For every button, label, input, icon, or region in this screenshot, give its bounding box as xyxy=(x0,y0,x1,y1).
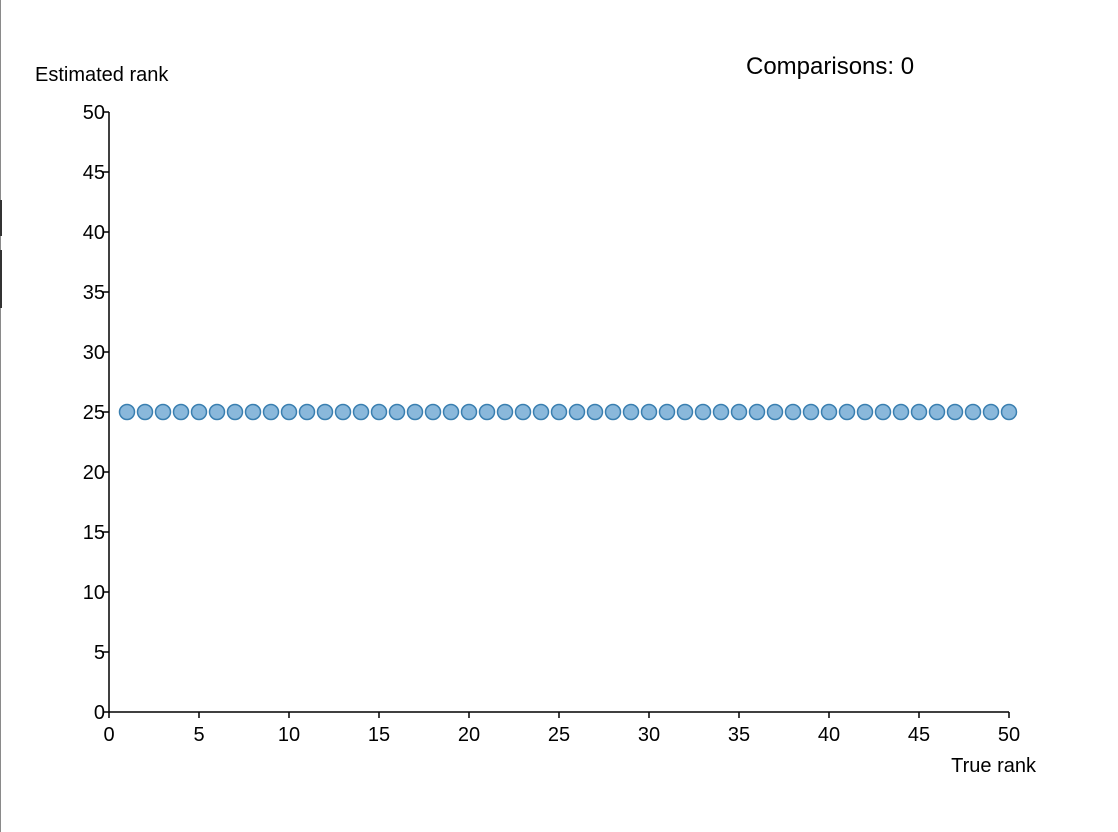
y-tick-label: 25 xyxy=(83,402,105,424)
x-axis: 0 5 10 15 20 25 30 35 40 45 50 xyxy=(103,711,1020,746)
x-tick-label: 20 xyxy=(458,724,480,746)
data-point xyxy=(604,403,622,421)
data-point xyxy=(928,403,946,421)
data-point xyxy=(262,403,280,421)
y-tick-label: 15 xyxy=(83,522,105,544)
data-point xyxy=(1000,403,1018,421)
data-point xyxy=(910,403,928,421)
data-point xyxy=(676,403,694,421)
data-point xyxy=(694,403,712,421)
window-edge-mark xyxy=(0,200,2,236)
y-axis-title: Estimated rank xyxy=(35,64,169,86)
x-tick-label: 25 xyxy=(548,724,570,746)
y-tick-label: 30 xyxy=(83,342,105,364)
x-tick-label: 40 xyxy=(818,724,840,746)
data-point xyxy=(298,403,316,421)
data-point xyxy=(154,403,172,421)
data-point xyxy=(316,403,334,421)
y-tick-label: 0 xyxy=(94,702,105,724)
data-point xyxy=(172,403,190,421)
y-tick-label: 40 xyxy=(83,222,105,244)
data-point xyxy=(874,403,892,421)
data-point xyxy=(712,403,730,421)
data-point xyxy=(982,403,1000,421)
data-point xyxy=(748,403,766,421)
data-point xyxy=(838,403,856,421)
data-point xyxy=(550,403,568,421)
x-tick-label: 10 xyxy=(278,724,300,746)
data-point xyxy=(766,403,784,421)
x-tick-label: 15 xyxy=(368,724,390,746)
data-point xyxy=(460,403,478,421)
data-point xyxy=(532,403,550,421)
data-point xyxy=(820,403,838,421)
data-point xyxy=(946,403,964,421)
x-tick-label: 5 xyxy=(193,724,204,746)
data-point xyxy=(964,403,982,421)
data-point xyxy=(514,403,532,421)
data-point xyxy=(190,403,208,421)
y-tick-label: 35 xyxy=(83,282,105,304)
data-point xyxy=(136,403,154,421)
data-point xyxy=(118,403,136,421)
data-point xyxy=(280,403,298,421)
data-point xyxy=(784,403,802,421)
data-point xyxy=(208,403,226,421)
window-edge-mark xyxy=(0,250,2,308)
data-point xyxy=(334,403,352,421)
comparisons-counter: Comparisons: 0 xyxy=(746,53,914,80)
x-tick-label: 45 xyxy=(908,724,930,746)
data-point xyxy=(586,403,604,421)
comparisons-label: Comparisons: xyxy=(746,53,894,80)
data-point xyxy=(226,403,244,421)
data-point xyxy=(622,403,640,421)
data-point xyxy=(442,403,460,421)
data-point xyxy=(640,403,658,421)
data-point xyxy=(658,403,676,421)
data-point xyxy=(568,403,586,421)
y-tick-label: 45 xyxy=(83,162,105,184)
y-axis: 0 5 10 15 20 25 30 35 40 45 50 xyxy=(83,102,110,724)
data-point xyxy=(856,403,874,421)
data-point xyxy=(496,403,514,421)
y-tick-label: 50 xyxy=(83,102,105,124)
data-point xyxy=(244,403,262,421)
x-tick-label: 35 xyxy=(728,724,750,746)
data-points xyxy=(118,403,1018,421)
x-tick-label: 50 xyxy=(998,724,1020,746)
x-tick-label: 0 xyxy=(103,724,114,746)
data-point xyxy=(388,403,406,421)
x-tick-label: 30 xyxy=(638,724,660,746)
y-tick-label: 10 xyxy=(83,582,105,604)
y-tick-label: 20 xyxy=(83,462,105,484)
data-point xyxy=(802,403,820,421)
window-left-border xyxy=(0,0,1,832)
data-point xyxy=(478,403,496,421)
data-point xyxy=(730,403,748,421)
data-point xyxy=(370,403,388,421)
data-point xyxy=(352,403,370,421)
x-axis-title: True rank xyxy=(951,755,1037,777)
data-point xyxy=(892,403,910,421)
data-point xyxy=(424,403,442,421)
data-point xyxy=(406,403,424,421)
comparisons-value: 0 xyxy=(901,53,914,80)
y-tick-label: 5 xyxy=(94,642,105,664)
